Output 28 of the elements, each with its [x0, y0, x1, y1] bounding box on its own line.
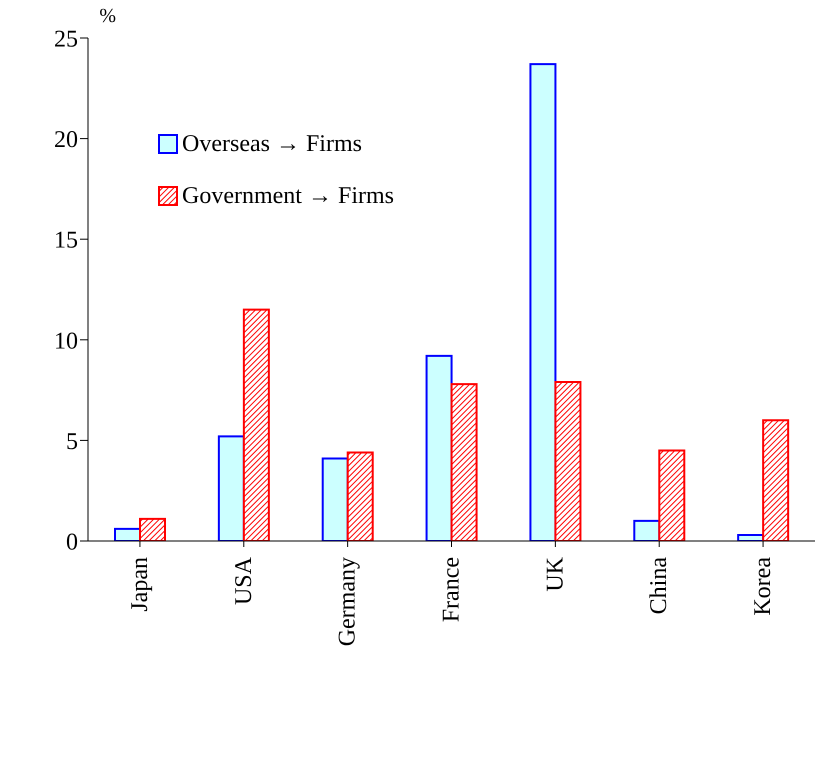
- bar: [554, 381, 582, 541]
- y-tick-label: 25: [54, 26, 78, 53]
- y-tick-label: 0: [66, 530, 78, 556]
- bar: [529, 63, 556, 541]
- bar: [322, 458, 349, 541]
- bar: [218, 435, 245, 541]
- bar: [633, 520, 660, 541]
- x-tick-label: Japan: [126, 557, 153, 612]
- y-tick-label: 15: [54, 228, 78, 254]
- x-tick-label: France: [438, 557, 464, 622]
- x-tick-label: USA: [230, 556, 257, 606]
- y-tick-label: 10: [54, 328, 78, 354]
- bar: [346, 451, 374, 541]
- bar: [242, 308, 270, 541]
- y-tick-label: 5: [66, 428, 78, 455]
- x-tick-label: UK: [542, 556, 568, 592]
- bar: [762, 419, 790, 541]
- x-tick-label: Germany: [334, 557, 361, 646]
- legend-label: Government → Firms: [182, 182, 394, 211]
- bar: [658, 449, 686, 541]
- bar: [426, 354, 453, 541]
- x-tick-label: China: [646, 556, 672, 614]
- legend-label: Overseas → Firms: [182, 130, 362, 159]
- bar: [139, 518, 166, 541]
- bar: [450, 383, 478, 541]
- y-axis-title: %: [99, 5, 116, 28]
- y-tick-label: 20: [54, 127, 78, 154]
- x-tick-label: Korea: [750, 556, 776, 616]
